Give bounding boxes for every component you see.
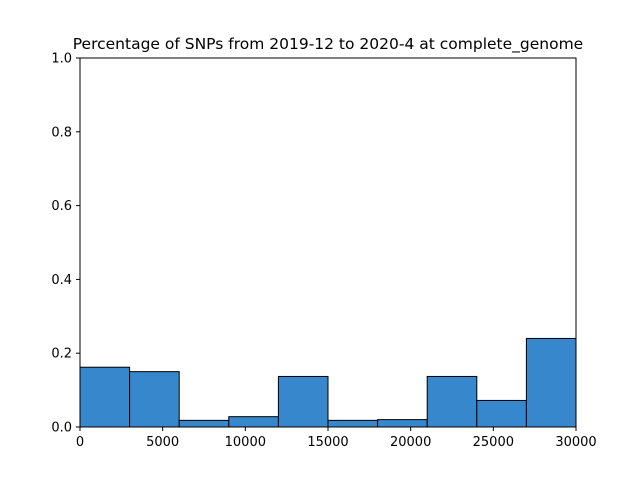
- x-tick-label: 10000: [225, 435, 266, 450]
- x-axis: 0 5000 10000 15000 20000 25000 30000: [76, 427, 597, 450]
- y-tick-label: 1.0: [51, 52, 72, 67]
- y-tick-label: 0.2: [51, 347, 72, 362]
- histogram-bar: [327, 419, 379, 428]
- y-axis: 0.0 0.2 0.4 0.6 0.8 1.0: [51, 52, 80, 436]
- histogram-bar: [79, 366, 131, 428]
- bars-group: [79, 337, 577, 428]
- histogram-bar: [129, 371, 180, 428]
- x-tick-label: 0: [76, 435, 84, 450]
- histogram-bar: [178, 419, 230, 428]
- histogram-bar: [277, 375, 329, 428]
- y-tick-label: 0.6: [51, 199, 72, 214]
- x-tick-label: 15000: [307, 435, 348, 450]
- histogram-bar: [377, 419, 428, 428]
- x-tick-label: 25000: [473, 435, 514, 450]
- y-tick-label: 0.8: [51, 125, 72, 140]
- y-tick-label: 0.0: [51, 421, 72, 436]
- histogram-bar: [525, 337, 577, 428]
- plot-frame: [79, 57, 577, 428]
- x-tick-label: 20000: [390, 435, 431, 450]
- histogram-bar: [426, 375, 478, 428]
- histogram-bar: [228, 416, 279, 428]
- x-tick-label: 30000: [555, 435, 596, 450]
- y-tick-label: 0.4: [51, 273, 72, 288]
- histogram-bar: [476, 399, 527, 428]
- chart-title: Percentage of SNPs from 2019-12 to 2020-…: [73, 35, 583, 54]
- x-tick-label: 5000: [146, 435, 179, 450]
